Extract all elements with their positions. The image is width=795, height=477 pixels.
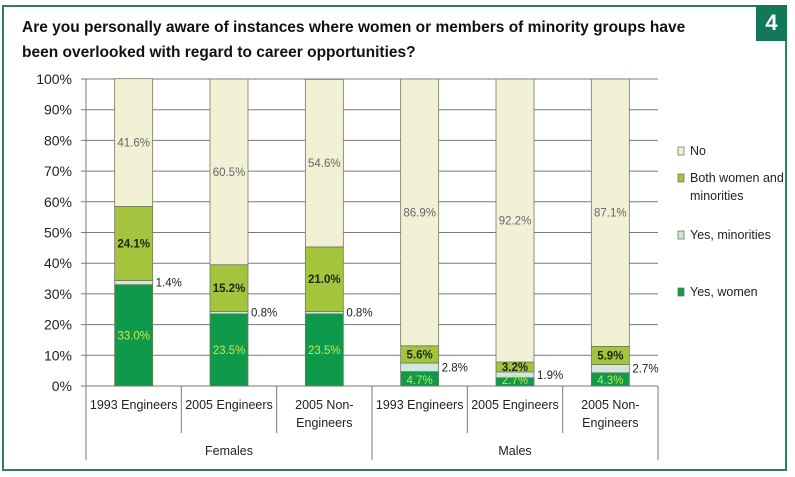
chart-title-line-2: been overlooked with regard to career op… — [22, 44, 416, 61]
data-label: 2.8% — [442, 362, 468, 374]
data-label: 60.5% — [213, 167, 246, 179]
data-label: 2.7% — [632, 364, 658, 376]
y-tick-label: 50% — [44, 225, 72, 241]
data-label: 15.2% — [213, 283, 246, 295]
x-category-label: 1993 Engineers — [90, 398, 178, 412]
legend-swatch — [677, 173, 685, 183]
data-label: 1.9% — [537, 370, 563, 382]
bar-segment-yes-minorities — [400, 362, 440, 372]
y-tick-label: 90% — [44, 102, 72, 118]
bar-segment-both-women-and-minorities — [209, 264, 249, 312]
legend: No Both women and minorities Yes, minoritie… — [677, 144, 784, 299]
y-tick-label: 40% — [44, 255, 72, 271]
x-axis: 1993 Engineers 2005 Engineers 2005 Non- Eng… — [85, 386, 659, 460]
y-tick-label: 10% — [44, 347, 72, 363]
data-label: 54.6% — [308, 158, 341, 170]
bar-segment-no — [495, 78, 535, 363]
data-label: 0.8% — [346, 308, 372, 320]
data-label: 5.6% — [407, 349, 433, 361]
x-category-label: Engineers — [582, 416, 638, 430]
data-label: 92.2% — [499, 216, 532, 228]
bar-segment-yes-women — [209, 313, 249, 387]
y-tick-label: 60% — [44, 194, 72, 210]
bar-segment-both-women-and-minorities — [304, 246, 344, 312]
y-tick-label: 30% — [44, 286, 72, 302]
data-label: 4.7% — [407, 375, 433, 387]
data-label: 23.5% — [308, 345, 341, 357]
data-label: 86.9% — [403, 207, 436, 219]
data-label: 3.2% — [502, 362, 528, 374]
x-category-label: 2005 Engineers — [471, 398, 559, 412]
figure-number-badge: 4 — [756, 5, 787, 41]
legend-label: Both women and — [690, 171, 784, 185]
data-label: 2.7% — [502, 375, 528, 387]
data-label: 5.9% — [597, 350, 623, 362]
bar-segment-yes-women — [304, 313, 344, 387]
y-tick-label: 70% — [44, 163, 72, 179]
bar-segment-no — [400, 78, 440, 347]
data-label: 23.5% — [213, 345, 246, 357]
legend-label: Yes, women — [690, 285, 758, 299]
data-label: 1.4% — [156, 278, 182, 290]
legend-swatch — [677, 287, 685, 297]
y-axis: 0% 10% 20% 30% 40% 50% 60% 70% 80% 90% 100% — [36, 71, 87, 460]
bar-segment-yes-minorities — [114, 279, 154, 286]
bar-segment-no — [209, 78, 249, 266]
x-category-label: Engineers — [296, 416, 352, 430]
chart-title: Are you personally aware of instances wh… — [22, 15, 742, 65]
legend-label: Yes, minorities — [690, 228, 771, 242]
bar-segment-no — [590, 78, 630, 347]
bars — [114, 78, 630, 387]
y-tick-label: 0% — [52, 378, 72, 394]
y-tick-label: 80% — [44, 132, 72, 148]
bar-segment-yes-minorities — [590, 364, 630, 374]
bar-segment-yes-women — [114, 284, 154, 387]
data-label: 33.0% — [117, 330, 150, 342]
data-label: 87.1% — [594, 208, 627, 220]
bar-segment-both-women-and-minorities — [114, 206, 154, 281]
data-label: 0.8% — [251, 308, 277, 320]
gridlines — [81, 78, 658, 387]
bar-segment-no — [304, 78, 344, 248]
legend-label: minorities — [690, 189, 744, 203]
data-label: 21.0% — [308, 274, 341, 286]
data-label: 41.6% — [117, 138, 150, 150]
legend-swatch — [677, 146, 685, 156]
x-group-label: Females — [205, 444, 253, 458]
chart-title-line-1: Are you personally aware of instances wh… — [22, 19, 686, 36]
y-tick-label: 20% — [44, 317, 72, 333]
data-label: 24.1% — [117, 238, 150, 250]
data-label: 4.3% — [597, 375, 623, 387]
x-category-label: 1993 Engineers — [376, 398, 464, 412]
x-category-label: 2005 Engineers — [185, 398, 273, 412]
data-labels: 33.0% 1.4% 24.1% 41.6% 23.5% 0.8% 15.2% 60.5% 23… — [117, 138, 658, 387]
x-category-label: 2005 Non- — [581, 398, 639, 412]
bar-segment-no — [114, 78, 154, 207]
legend-swatch — [677, 230, 685, 240]
legend-label: No — [690, 144, 706, 158]
x-category-label: 2005 Non- — [295, 398, 353, 412]
y-tick-label: 100% — [36, 71, 72, 87]
x-group-label: Males — [498, 444, 531, 458]
